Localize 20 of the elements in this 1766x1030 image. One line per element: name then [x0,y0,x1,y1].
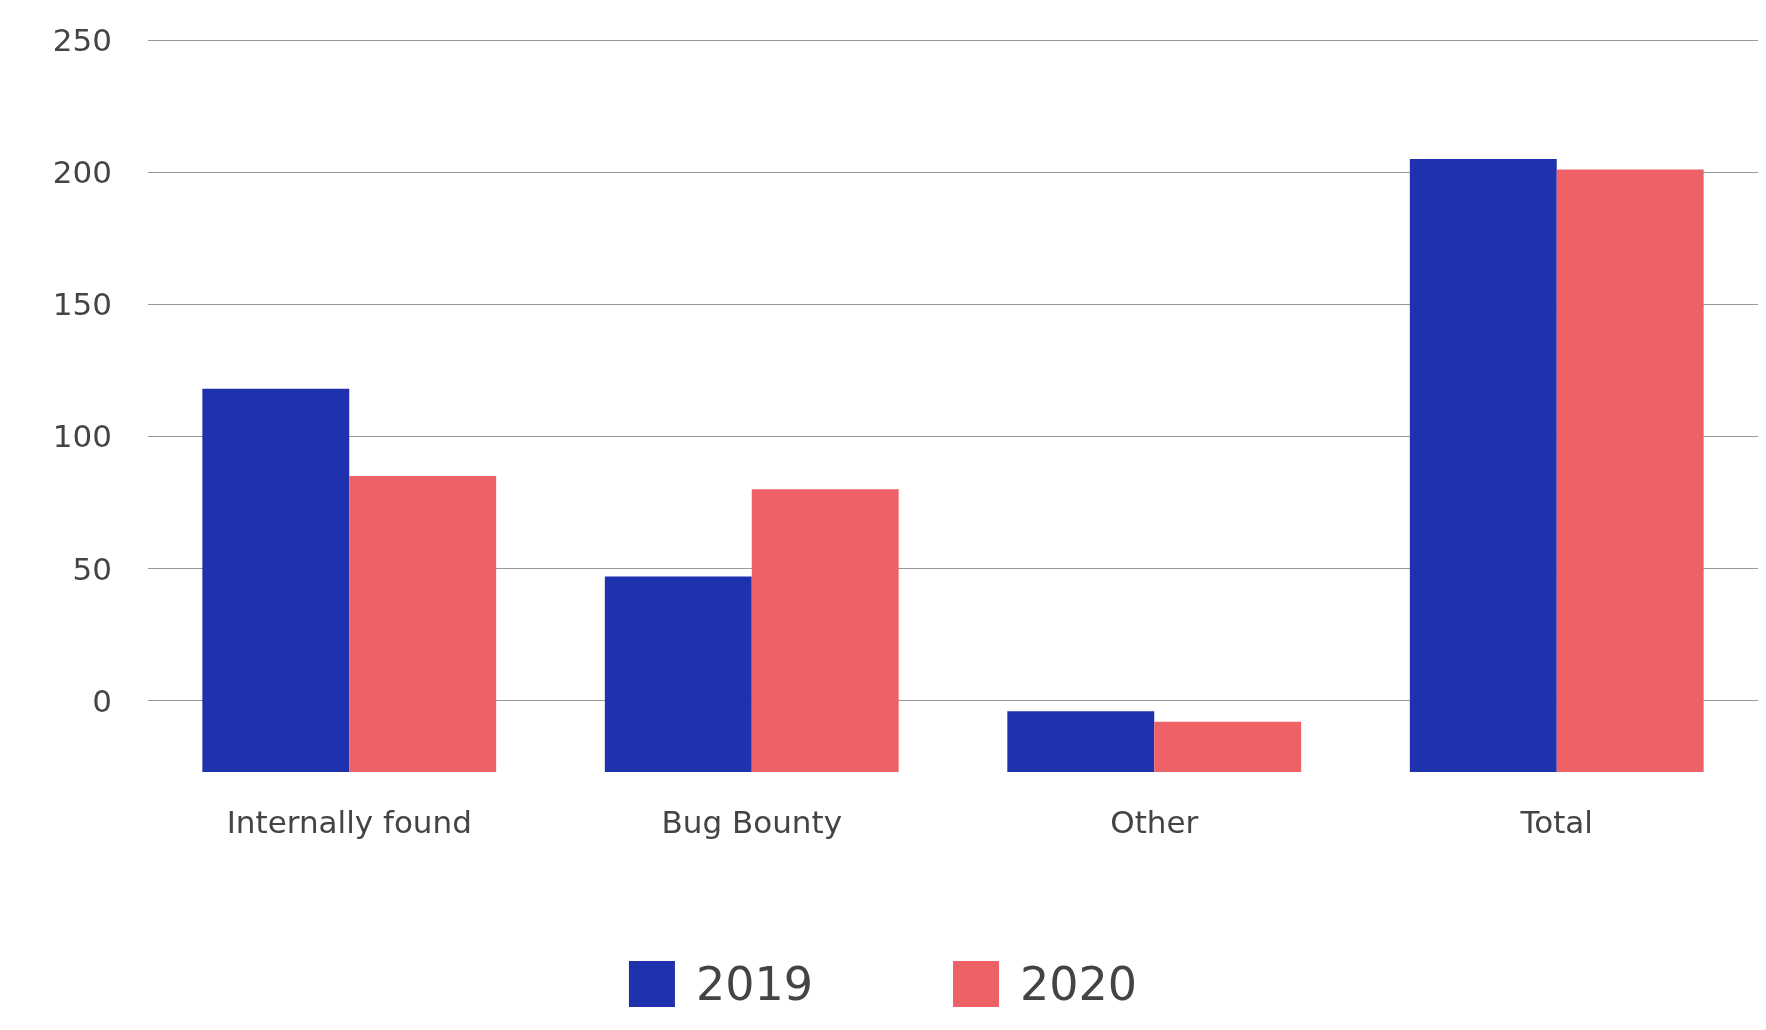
y-tick-label: 0 [92,682,112,719]
bar [1409,158,1557,772]
y-tick-label: 50 [72,550,112,587]
x-tick-label: Bug Bounty [661,803,842,840]
legend-label: 2020 [1020,957,1138,1011]
bar [1154,721,1302,772]
y-tick-label: 100 [52,418,112,455]
y-tick-label: 150 [52,286,112,323]
bar [202,388,350,772]
bar [349,476,497,772]
legend-label: 2019 [695,957,814,1011]
y-tick-label: 200 [52,154,112,191]
x-tick-label: Other [1110,803,1199,840]
bar [1556,169,1704,772]
bar [604,576,752,772]
bar [751,489,899,772]
x-tick-label: Internally found [226,803,472,840]
y-tick-label: 250 [52,22,112,58]
x-tick-label: Total [1519,803,1593,840]
bar [1007,711,1155,772]
